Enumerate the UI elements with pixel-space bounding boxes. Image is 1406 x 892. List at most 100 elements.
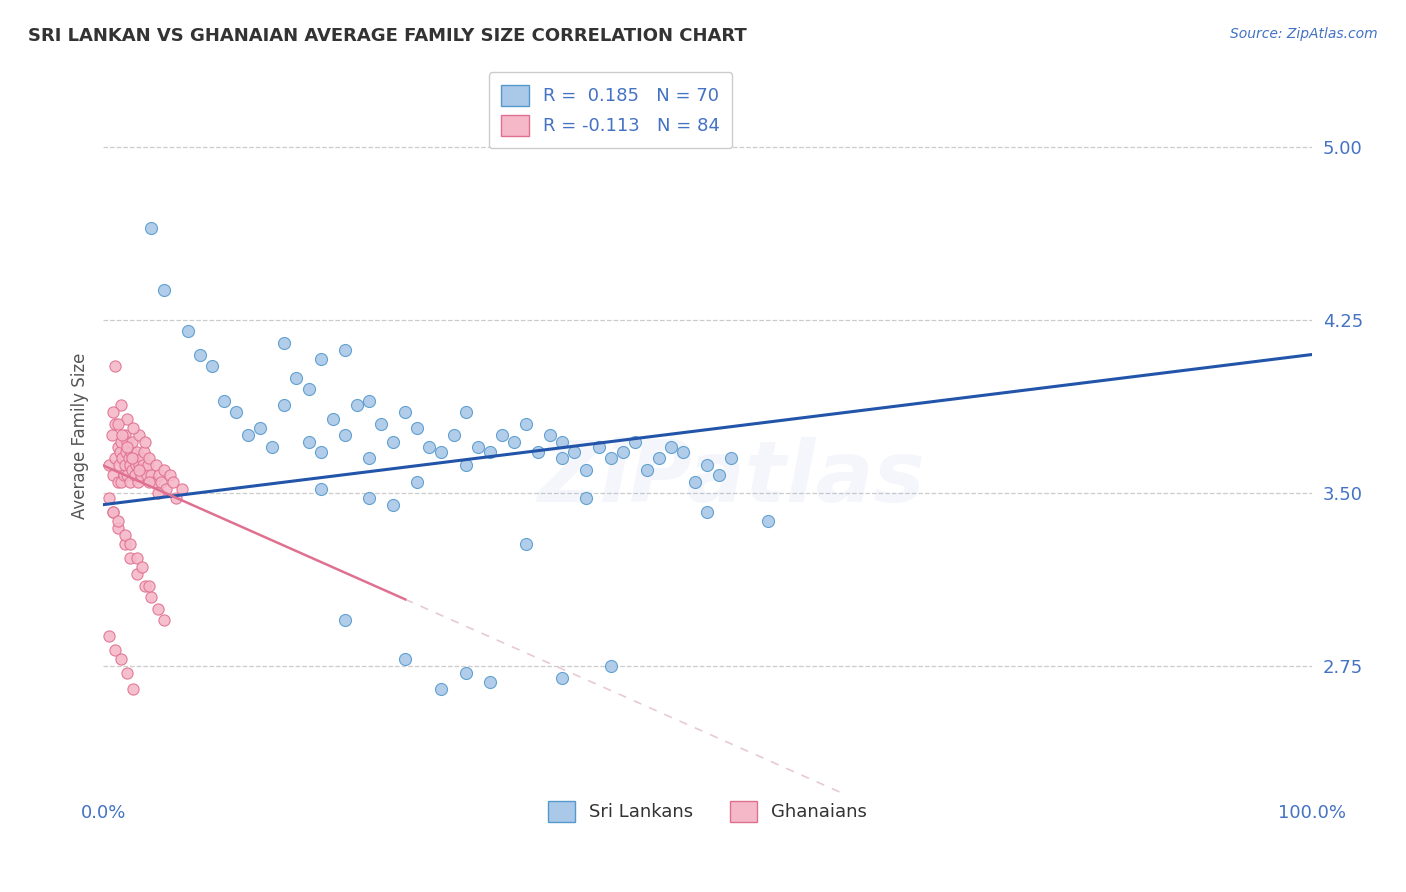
Point	[145, 458, 167, 473]
Point	[138, 475, 160, 489]
Point	[141, 467, 163, 482]
Point	[624, 435, 647, 450]
Point	[454, 666, 477, 681]
Point	[107, 521, 129, 535]
Point	[467, 440, 489, 454]
Point	[134, 444, 156, 458]
Point	[107, 417, 129, 431]
Point	[121, 463, 143, 477]
Point	[588, 440, 610, 454]
Point	[118, 475, 141, 489]
Point	[297, 435, 319, 450]
Point	[108, 444, 131, 458]
Point	[155, 482, 177, 496]
Point	[101, 467, 124, 482]
Point	[100, 428, 122, 442]
Point	[111, 428, 134, 442]
Point	[117, 412, 139, 426]
Point	[225, 405, 247, 419]
Point	[141, 220, 163, 235]
Point	[491, 428, 513, 442]
Point	[132, 458, 155, 473]
Point	[177, 325, 200, 339]
Point	[322, 412, 344, 426]
Point	[201, 359, 224, 373]
Point	[212, 393, 235, 408]
Point	[108, 458, 131, 473]
Point	[114, 537, 136, 551]
Point	[709, 467, 731, 482]
Point	[146, 486, 169, 500]
Point	[98, 458, 121, 473]
Point	[152, 463, 174, 477]
Point	[101, 505, 124, 519]
Point	[114, 458, 136, 473]
Point	[382, 498, 405, 512]
Point	[538, 428, 561, 442]
Point	[418, 440, 440, 454]
Y-axis label: Average Family Size: Average Family Size	[72, 352, 89, 518]
Point	[188, 347, 211, 361]
Point	[333, 428, 356, 442]
Point	[127, 475, 149, 489]
Point	[124, 467, 146, 482]
Point	[152, 613, 174, 627]
Point	[443, 428, 465, 442]
Point	[101, 405, 124, 419]
Point	[128, 428, 150, 442]
Point	[406, 475, 429, 489]
Point	[101, 505, 124, 519]
Point	[551, 451, 574, 466]
Legend: Sri Lankans, Ghanaians: Sri Lankans, Ghanaians	[536, 789, 880, 834]
Point	[98, 491, 121, 505]
Point	[165, 491, 187, 505]
Point	[150, 475, 173, 489]
Point	[515, 417, 537, 431]
Point	[394, 652, 416, 666]
Text: ZiPatlas: ZiPatlas	[537, 437, 925, 520]
Point	[309, 482, 332, 496]
Point	[117, 666, 139, 681]
Point	[333, 613, 356, 627]
Point	[107, 440, 129, 454]
Point	[118, 537, 141, 551]
Point	[346, 398, 368, 412]
Point	[117, 467, 139, 482]
Point	[118, 550, 141, 565]
Point	[138, 578, 160, 592]
Point	[128, 463, 150, 477]
Point	[125, 550, 148, 565]
Point	[104, 643, 127, 657]
Point	[333, 343, 356, 357]
Point	[142, 475, 165, 489]
Point	[152, 283, 174, 297]
Point	[551, 671, 574, 685]
Point	[478, 675, 501, 690]
Text: Source: ZipAtlas.com: Source: ZipAtlas.com	[1230, 27, 1378, 41]
Point	[236, 428, 259, 442]
Point	[599, 659, 621, 673]
Point	[122, 421, 145, 435]
Point	[114, 428, 136, 442]
Point	[249, 421, 271, 435]
Point	[125, 566, 148, 581]
Point	[297, 382, 319, 396]
Point	[111, 451, 134, 466]
Point	[134, 435, 156, 450]
Point	[121, 451, 143, 466]
Point	[104, 417, 127, 431]
Point	[110, 398, 132, 412]
Point	[454, 458, 477, 473]
Point	[648, 451, 671, 466]
Point	[309, 352, 332, 367]
Point	[159, 467, 181, 482]
Point	[104, 359, 127, 373]
Point	[575, 463, 598, 477]
Point	[131, 560, 153, 574]
Point	[114, 527, 136, 541]
Point	[107, 475, 129, 489]
Point	[122, 682, 145, 697]
Point	[125, 458, 148, 473]
Point	[551, 435, 574, 450]
Point	[262, 440, 284, 454]
